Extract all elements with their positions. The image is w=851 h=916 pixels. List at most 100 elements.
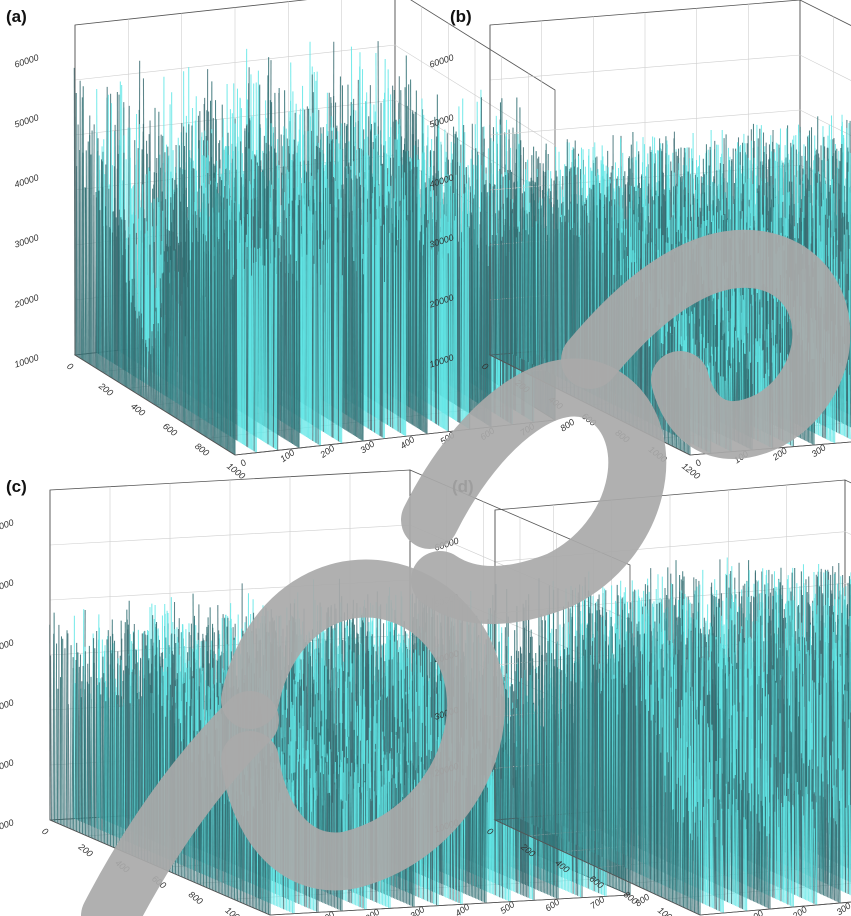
surface-spike <box>199 217 202 434</box>
surface-spike <box>416 203 418 428</box>
surface-spike <box>316 230 319 445</box>
surface-spike <box>232 274 235 454</box>
surface-spike <box>80 97 83 360</box>
surface-spike <box>142 339 145 398</box>
z-tick-label: 30000 <box>13 232 40 249</box>
surface-spike <box>511 209 514 367</box>
surface-spike <box>461 230 464 426</box>
surface-spike <box>387 232 390 426</box>
y-tick-label: 0 <box>238 458 248 469</box>
surface-spike <box>245 234 247 446</box>
surface-spike <box>269 263 272 446</box>
surface-spike <box>272 280 275 448</box>
surface-spike <box>309 195 311 439</box>
surface-spike <box>469 192 472 430</box>
surface-spike <box>295 261 297 446</box>
surface-spike <box>325 239 327 434</box>
surface-spike <box>100 159 103 372</box>
surface-spike <box>449 241 451 418</box>
surface-spike <box>290 200 293 444</box>
surface-spike <box>409 161 412 424</box>
height-grid-line <box>489 54 851 81</box>
surface-spike <box>391 232 394 429</box>
surface-spike <box>203 251 206 437</box>
panel-label: (a) <box>6 7 27 26</box>
surface-spike <box>402 220 405 435</box>
surface-spike <box>318 249 321 445</box>
surface-spike <box>452 234 455 420</box>
surface-spike <box>233 202 236 456</box>
surface-spike <box>293 188 296 446</box>
surface-spike <box>109 227 111 378</box>
surface-spike <box>428 166 431 420</box>
surface-spike <box>213 172 216 443</box>
surface-spike <box>349 169 352 433</box>
surface-spike <box>365 152 368 428</box>
surface-spike <box>285 218 288 441</box>
surface-spike <box>207 251 210 439</box>
surface-spike <box>164 245 167 412</box>
surface-spike <box>252 262 255 451</box>
surface-spike <box>202 233 204 435</box>
x-tick-label: 200 <box>96 380 115 398</box>
surface-spike <box>463 193 465 426</box>
surface-spike <box>485 180 488 425</box>
surface-spike <box>256 164 258 438</box>
surface-spike <box>268 197 271 445</box>
surface-spike <box>340 197 342 443</box>
surface-spike <box>84 187 87 362</box>
surface-spike <box>350 178 353 435</box>
x-tick-label: 800 <box>193 441 211 458</box>
surface-spike <box>848 374 851 439</box>
surface-spike <box>323 244 326 433</box>
x-tick-label: 400 <box>129 401 147 418</box>
surface-spike <box>278 248 281 436</box>
surface-spike <box>539 186 542 381</box>
surface-spike <box>144 233 146 383</box>
z-tick-label: 10000 <box>13 352 40 369</box>
surface-spike <box>498 211 501 360</box>
surface-spike <box>76 166 78 357</box>
surface-spike <box>172 231 175 417</box>
surface-spike <box>312 255 315 441</box>
surface-spike <box>507 173 510 365</box>
surface-spike <box>393 198 396 430</box>
surface-spike <box>236 269 239 442</box>
surface-spike <box>533 146 535 378</box>
surface-spike <box>231 276 234 453</box>
surface-spike <box>327 263 330 436</box>
surface-spike <box>154 337 157 406</box>
surface-spike <box>234 220 237 440</box>
z-tick-label: 40000 <box>13 172 40 189</box>
surface-spike <box>85 150 88 363</box>
z-tick-label: 50000 <box>13 112 40 129</box>
surface-spike <box>338 188 341 442</box>
surface-spike <box>249 279 252 450</box>
surface-spike <box>192 214 195 430</box>
x-tick-label: 600 <box>161 421 179 438</box>
surface-spike <box>254 247 256 452</box>
surface-spike <box>459 162 462 424</box>
surface-spike <box>390 185 393 428</box>
surface-spike <box>405 151 408 422</box>
surface-spike <box>478 224 481 420</box>
surface-spike <box>159 278 162 409</box>
axis-frame <box>74 25 236 456</box>
surface-spike <box>216 189 219 445</box>
surface-spike <box>190 125 193 428</box>
surface-spike <box>473 229 476 417</box>
surface-spike <box>298 199 301 449</box>
surface-spike <box>176 236 179 420</box>
surface-spike <box>432 196 435 423</box>
surface-spike <box>521 207 524 372</box>
surface-spike <box>320 167 323 431</box>
surface-spike <box>110 232 113 378</box>
surface-spike <box>424 182 427 434</box>
surface-spike <box>262 265 265 442</box>
surface-spike <box>426 220 429 435</box>
surface-spike <box>261 171 264 441</box>
surface-spike <box>101 161 104 373</box>
surface-spike <box>353 261 355 436</box>
surface-spike <box>501 240 503 362</box>
